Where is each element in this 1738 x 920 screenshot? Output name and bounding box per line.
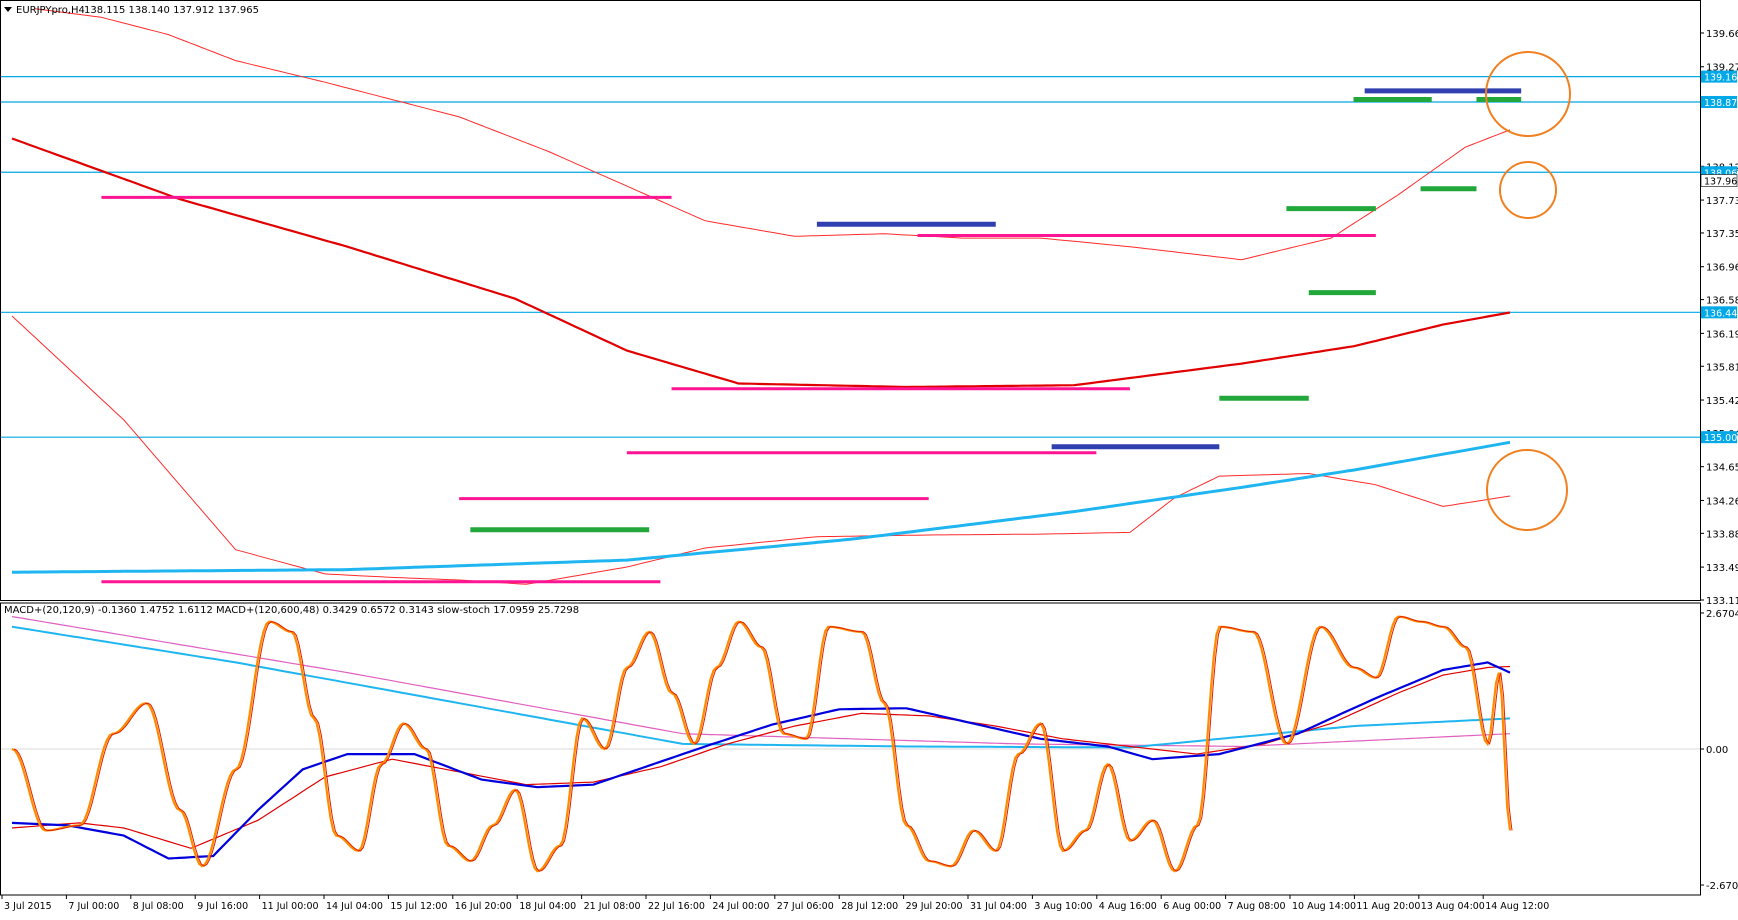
x-tick-label: 11 Aug 20:00 — [1356, 901, 1420, 912]
x-tick-label: 3 Jul 2015 — [4, 901, 52, 912]
x-tick-label: 11 Jul 00:00 — [262, 901, 319, 912]
indicator-y-tick-label: 0.00 — [1706, 745, 1728, 756]
y-tick-label: 137.739 — [1706, 196, 1738, 207]
x-tick-label: 28 Jul 12:00 — [841, 901, 898, 912]
y-tick-label: 134.659 — [1706, 463, 1738, 474]
x-tick-label: 8 Jul 08:00 — [133, 901, 184, 912]
x-tick-label: 31 Jul 04:00 — [970, 901, 1027, 912]
price-label-text: 135.000 — [1704, 433, 1738, 444]
symbol-caption: EURJPYpro,H4 — [16, 5, 85, 16]
x-tick-label: 14 Aug 12:00 — [1485, 901, 1549, 912]
y-tick-label: 136.589 — [1706, 296, 1738, 307]
x-tick-label: 6 Aug 00:00 — [1163, 901, 1221, 912]
x-tick-label: 18 Jul 04:00 — [519, 901, 576, 912]
indicator-y-tick-label: 2.6704 — [1706, 609, 1738, 620]
y-tick-label: 136.199 — [1706, 329, 1738, 340]
x-tick-label: 9 Jul 16:00 — [197, 901, 248, 912]
x-tick-label: 24 Jul 00:00 — [712, 901, 769, 912]
x-tick-label: 22 Jul 16:00 — [648, 901, 705, 912]
y-tick-label: 135.429 — [1706, 396, 1738, 407]
y-tick-label: 133.499 — [1706, 563, 1738, 574]
price-label-text: 139.165 — [1704, 73, 1738, 84]
ohlc-caption: 138.115 138.140 137.912 137.965 — [84, 5, 259, 16]
x-tick-label: 7 Aug 08:00 — [1228, 901, 1286, 912]
price-label-text: 136.442 — [1704, 308, 1738, 319]
price-label-text: 138.872 — [1704, 98, 1738, 109]
x-tick-label: 15 Jul 12:00 — [390, 901, 447, 912]
x-tick-label: 3 Aug 10:00 — [1034, 901, 1092, 912]
x-tick-label: 29 Jul 20:00 — [906, 901, 963, 912]
y-tick-label: 137.359 — [1706, 229, 1738, 240]
x-tick-label: 14 Jul 04:00 — [326, 901, 383, 912]
y-tick-label: 135.819 — [1706, 362, 1738, 373]
x-tick-label: 21 Jul 08:00 — [584, 901, 641, 912]
indicator-caption: MACD+(20,120,9) -0.1360 1.4752 1.6112 MA… — [4, 605, 579, 616]
y-tick-label: 136.969 — [1706, 263, 1738, 274]
y-tick-label: 139.669 — [1706, 29, 1738, 40]
x-tick-label: 13 Aug 04:00 — [1421, 901, 1485, 912]
x-tick-label: 7 Jul 00:00 — [68, 901, 119, 912]
y-tick-label: 133.119 — [1706, 596, 1738, 607]
price-label-text: 137.965 — [1704, 176, 1738, 187]
y-tick-label: 134.269 — [1706, 496, 1738, 507]
x-tick-label: 16 Jul 20:00 — [455, 901, 512, 912]
y-tick-label: 133.889 — [1706, 529, 1738, 540]
x-tick-label: 4 Aug 16:00 — [1099, 901, 1157, 912]
x-tick-label: 27 Jul 06:00 — [777, 901, 834, 912]
x-tick-label: 10 Aug 14:00 — [1292, 901, 1356, 912]
indicator-y-tick-label: -2.6704 — [1706, 881, 1738, 892]
